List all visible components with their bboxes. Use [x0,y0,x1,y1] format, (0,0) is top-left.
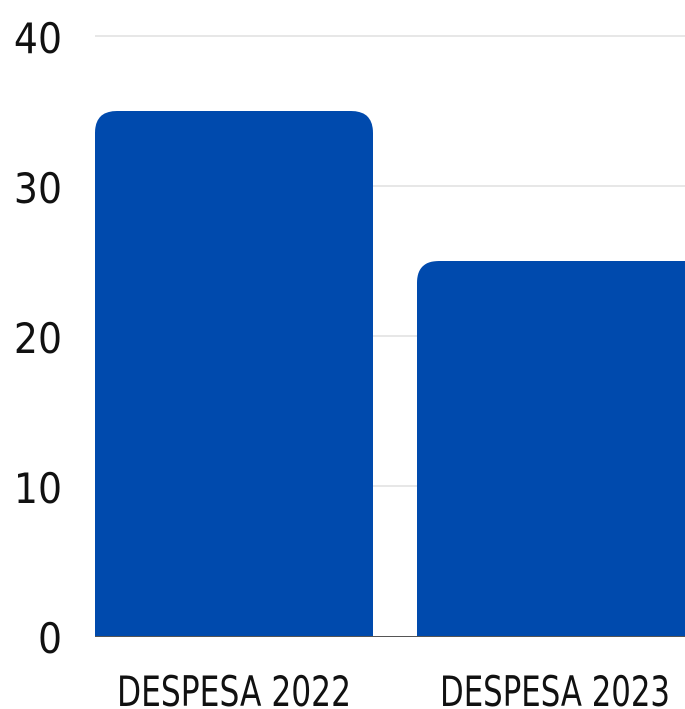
bar-despesa-2023 [417,261,685,636]
y-tick-label: 20 [14,314,62,363]
bar-despesa-2022 [95,111,373,636]
bars [95,111,685,636]
y-axis-ticks: 0 10 20 30 40 [14,14,62,663]
x-category-label: DESPESA 2022 [117,667,351,709]
y-tick-label: 10 [14,464,62,513]
y-tick-label: 0 [38,614,62,663]
y-tick-label: 40 [14,14,62,63]
y-tick-label: 30 [14,164,62,213]
x-axis-labels: DESPESA 2022 DESPESA 2023 [117,667,670,709]
x-category-label: DESPESA 2023 [440,667,670,709]
